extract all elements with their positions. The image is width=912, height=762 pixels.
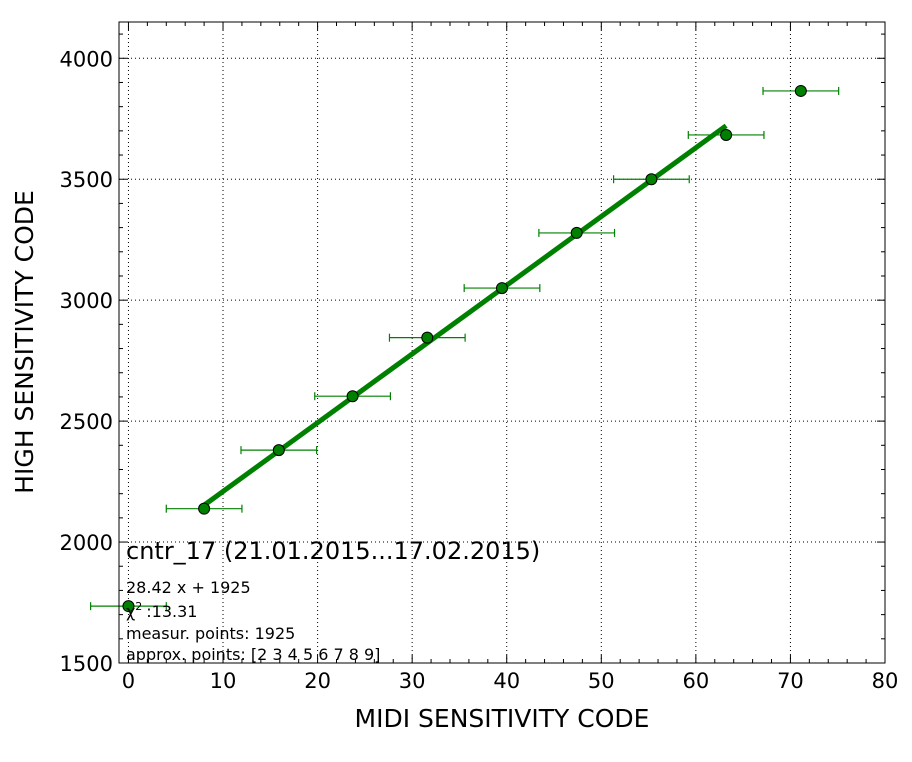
x-tick-label: 70 [777,669,804,693]
x-tick-label: 20 [304,669,331,693]
markers [122,84,807,613]
measur-points-label: measur. points: 1925 [126,624,295,643]
y-axis-title: HIGH SENSITIVITY CODE [10,190,39,494]
fit-layer [202,123,728,508]
y-tick-label: 4000 [60,47,113,71]
approx-points-label: approx. points: [2 3 4 5 6 7 8 9] [126,645,380,664]
data-point [645,173,658,186]
data-point [421,331,434,344]
x-tick-label: 60 [682,669,709,693]
x-tick-label: 40 [493,669,520,693]
x-tick-label: 50 [588,669,615,693]
tick-labels: 0 10 20 30 40 50 60 70 80 1500 2000 2500 3000 3500 400… [60,47,899,693]
data-point [720,128,733,141]
y-tick-label: 2500 [60,410,113,434]
data-point [272,444,285,457]
x-tick-label: 10 [210,669,237,693]
x-tick-label: 80 [872,669,899,693]
fit-equation: 28.42 x + 1925 [126,578,251,597]
y-tick-label: 2000 [60,531,113,555]
y-tick-label: 3000 [60,289,113,313]
data-point [122,600,135,613]
plot-frame [118,21,886,664]
x-axis-title: MIDI SENSITIVITY CODE [355,704,650,733]
y-tick-label: 3500 [60,168,113,192]
chi-square-label: χ2 :13.31 [126,600,197,621]
chi-exponent: 2 [135,600,142,613]
data-point [198,502,211,515]
plot-background [119,22,885,663]
fit-line [202,123,728,508]
x-tick-label: 30 [399,669,426,693]
x-tick-label: 0 [122,669,135,693]
data-point [570,226,583,239]
data-point [794,84,807,97]
chi-symbol: χ [126,602,135,621]
data-point [346,390,359,403]
grid [119,22,885,663]
y-tick-label: 1500 [60,652,113,676]
chi-value: :13.31 [146,602,197,621]
chart-annotation-title: cntr_17 (21.01.2015...17.02.2015) [126,537,540,565]
ticks [119,22,886,664]
data-point [496,282,508,295]
